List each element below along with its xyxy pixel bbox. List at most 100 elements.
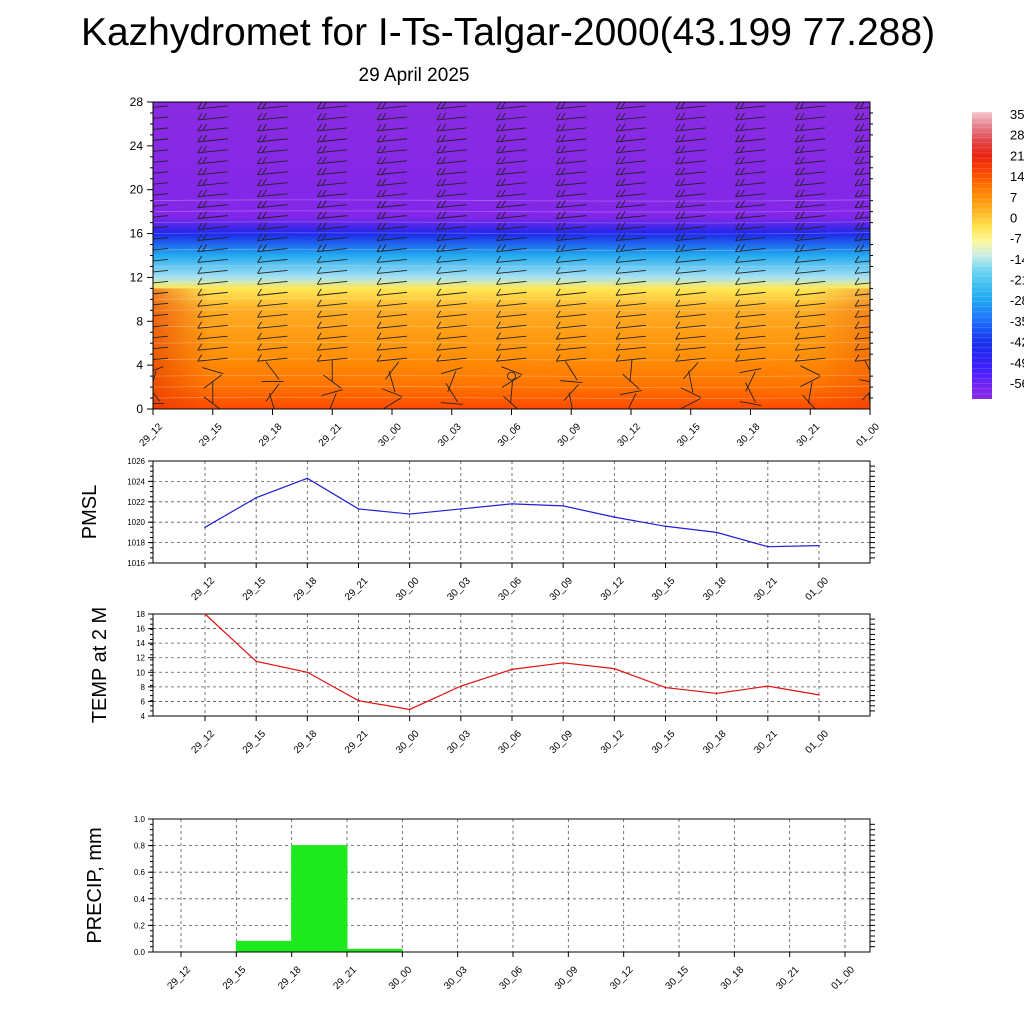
wind-barb <box>316 299 348 307</box>
wind-barb <box>153 313 169 317</box>
panel-frame <box>152 818 871 953</box>
wind-barb <box>376 211 408 220</box>
wind-barb <box>381 388 403 397</box>
wind-barb <box>316 288 348 296</box>
wind-barb <box>257 123 288 132</box>
wind-barb <box>555 189 587 198</box>
wind-barb <box>153 291 169 295</box>
wind-barb <box>197 123 228 132</box>
x-tick-label: 30_12 <box>599 575 627 603</box>
wind-barb <box>153 366 164 372</box>
wind-barb <box>153 248 169 251</box>
x-tick-label: 30_03 <box>445 728 473 756</box>
x-tick-label: 29_18 <box>292 728 320 756</box>
wind-barb <box>257 332 288 340</box>
colorbar-label: -56 <box>1010 376 1024 391</box>
wind-barb <box>376 277 408 285</box>
wind-barb <box>197 277 228 285</box>
wind-barb <box>436 299 467 307</box>
temp-point <box>511 668 513 671</box>
wind-barb <box>496 343 527 351</box>
wind-barb <box>735 321 766 329</box>
wind-barb <box>807 381 813 404</box>
wind-barb <box>868 392 870 408</box>
wind-barb <box>555 332 587 340</box>
x-tick-label: 01_00 <box>830 964 858 992</box>
x-tick-label: 30_09 <box>548 728 576 756</box>
wind-barb <box>376 233 408 242</box>
y-axis-label: PMSL <box>79 485 101 539</box>
wind-barb <box>675 233 706 242</box>
wind-barb <box>316 123 348 132</box>
wind-barb <box>376 156 408 165</box>
wind-barb <box>854 102 870 110</box>
x-tick-label: 30_03 <box>436 421 464 449</box>
x-tick-label: 30_15 <box>664 964 692 992</box>
wind-barb <box>675 299 706 307</box>
colorbar-label: -35 <box>1010 314 1024 329</box>
x-tick-label: 29_18 <box>292 575 320 603</box>
wind-barb <box>257 200 288 209</box>
wind-barb <box>376 332 408 340</box>
pmsl-point <box>562 505 564 507</box>
pmsl-point <box>460 508 462 510</box>
wind-barb <box>316 102 348 110</box>
wind-barb <box>436 288 467 296</box>
wind-barb <box>794 255 826 263</box>
wind-barb <box>794 156 826 165</box>
wind-barb <box>794 145 826 154</box>
wind-barb <box>436 102 467 110</box>
wind-barb <box>376 255 408 263</box>
wind-barb <box>675 354 706 362</box>
wind-barb <box>794 134 826 143</box>
x-tick-label: 30_06 <box>497 575 525 603</box>
cross-section-panel: 0 4 8 12 16 20 24 28 29_12 29_15 29_18 29_21 30_00 30… <box>130 95 883 449</box>
wind-barb <box>555 156 587 165</box>
wind-barb <box>794 244 826 252</box>
temp-point <box>715 692 718 695</box>
wind-barb <box>153 269 169 273</box>
x-tick-label: 30_06 <box>497 728 525 756</box>
wind-barb <box>316 112 348 121</box>
colorbar: 35 28 21 14 7 0 -7 -14 -21 -28 -35 -42 -49 -56 <box>972 107 1024 399</box>
x-tick-label: 30_12 <box>599 728 627 756</box>
wind-barb <box>436 255 467 263</box>
pmsl-point <box>357 508 360 510</box>
wind-barb <box>316 332 348 340</box>
wind-barb <box>197 178 228 187</box>
wind-barb <box>735 255 766 263</box>
wind-barb <box>316 244 348 252</box>
x-tick-label: 30_15 <box>650 728 678 756</box>
wind-barb <box>675 310 706 318</box>
wind-barb <box>376 145 408 154</box>
wind-barb <box>735 310 766 318</box>
wind-barb <box>615 343 647 351</box>
wind-barb <box>376 266 408 274</box>
wind-barb <box>197 156 228 165</box>
wind-barb <box>615 299 647 307</box>
wind-barb <box>436 167 467 176</box>
y-tick-label: 18 <box>136 610 145 619</box>
wind-barb <box>675 277 706 285</box>
pmsl-line <box>204 477 820 548</box>
colorbar-label: 0 <box>1010 210 1017 225</box>
x-tick-label: 29_18 <box>276 964 304 992</box>
y-axis-label: TEMP at 2 M <box>89 607 111 723</box>
wind-barb <box>794 266 826 274</box>
wind-barb <box>794 321 826 329</box>
wind-barb <box>563 384 579 402</box>
wind-barb <box>735 222 766 231</box>
pmsl-point <box>204 526 206 529</box>
y-tick-label: 1018 <box>127 539 145 548</box>
colorbar-label: -7 <box>1010 231 1022 246</box>
pmsl-panel: 1016 1018 1020 1022 1024 1026 29_12 29_15 29_18 2… <box>79 457 875 603</box>
colorbar-label: -49 <box>1010 355 1024 370</box>
wind-barb <box>794 310 826 318</box>
x-tick-label: 29_12 <box>190 728 218 756</box>
wind-barb <box>854 277 870 285</box>
wind-barb <box>388 370 396 393</box>
wind-barb <box>436 321 467 329</box>
y-tick-label: 1020 <box>127 518 145 527</box>
wind-barb <box>675 244 706 252</box>
isotherm-line <box>153 265 870 268</box>
